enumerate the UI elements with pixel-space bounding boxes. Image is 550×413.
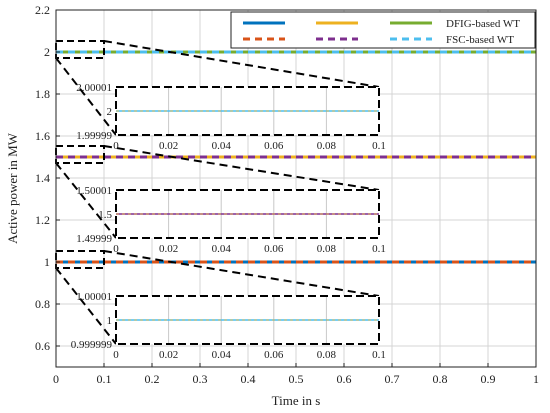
y-tick-label: 1.4 [35,171,50,185]
x-axis-title: Time in s [272,393,321,408]
x-tick-label: 0.7 [385,372,400,386]
zoom-box [55,145,105,164]
x-tick-label: 0.6 [337,372,352,386]
inset-x-tick-label: 0.1 [372,140,386,152]
zoom-connector [55,162,117,239]
inset-x-tick-label: 0.06 [264,140,284,152]
x-tick-label: 0.5 [289,372,304,386]
y-tick-label: 1.6 [35,129,50,143]
inset-y-tick-label: 1.99999 [76,130,112,142]
x-tick-label: 1 [533,372,539,386]
series-group [56,50,536,264]
inset-x-tick-label: 0.02 [159,243,178,255]
inset-x-tick-label: 0.06 [264,243,284,255]
inset-y-tick-label: 1.49999 [76,233,112,245]
inset-x-tick-label: 0 [113,243,119,255]
y-tick-label: 2 [44,45,50,59]
y-tick-label: 1 [44,255,50,269]
inset-x-tick-label: 0.02 [159,349,178,361]
zoom-connector [103,250,380,297]
y-tick-label: 0.8 [35,297,50,311]
x-tick-label: 0.1 [97,372,112,386]
y-axis-title: Active power in MW [5,132,20,244]
inset-x-tick-label: 0.08 [317,140,337,152]
x-tick-label: 0 [53,372,59,386]
inset-x-tick-label: 0.06 [264,349,284,361]
zoom-connector [55,267,117,345]
x-tick-label: 0.3 [193,372,208,386]
inset-axes: 0 0.02 0.04 0.06 0.08 0.1 1.00001 1 0.999999 [71,291,386,361]
legend: DFIG-based WT FSC-based WT [230,11,536,49]
legend-label: DFIG-based WT [446,18,520,30]
zoom-connector [103,40,380,88]
inset-y-tick-label: 2 [107,106,113,118]
inset-x-tick-label: 0.08 [317,349,337,361]
inset-x-tick-label: 0 [113,140,119,152]
zoom-connector [103,145,380,191]
x-tick-label: 0.9 [481,372,496,386]
inset-x-tick-label: 0.04 [212,243,232,255]
inset-axes: 0 0.02 0.04 0.06 0.08 0.1 2.00001 2 1.99999 [76,82,386,152]
zoom-connector [55,57,117,136]
inset-y-tick-label: 1 [107,315,113,327]
x-tick-label: 0.8 [433,372,448,386]
inset-y-tick-label: 1.00001 [76,291,112,303]
x-tick-label: 0.4 [241,372,256,386]
inset-x-tick-label: 0.02 [159,140,178,152]
inset-x-tick-label: 0.1 [372,349,386,361]
inset-x-tick-label: 0 [113,349,119,361]
x-tick-label: 0.2 [145,372,160,386]
inset-x-tick-label: 0.08 [317,243,337,255]
zoom-box [55,40,105,59]
inset-x-tick-label: 0.04 [212,140,232,152]
inset-x-tick-label: 0.1 [372,243,386,255]
y-tick-label: 0.6 [35,339,50,353]
y-tick-label: 1.2 [35,213,50,227]
y-tick-label: 2.2 [35,3,50,17]
legend-box [230,11,536,49]
inset-y-tick-label: 1.5 [98,209,112,221]
y-tick-label: 1.8 [35,87,50,101]
inset-y-tick-label: 1.50001 [76,185,112,197]
inset-axes: 0 0.02 0.04 0.06 0.08 0.1 1.50001 1.5 1.49999 [76,185,386,255]
inset-y-tick-label: 0.999999 [71,339,113,351]
inset-y-tick-label: 2.00001 [76,82,112,94]
ticks: 0 0.1 0.2 0.3 0.4 0.5 0.6 0.7 0.8 0.9 10.60.811.21… [35,3,539,386]
zoom-box [55,250,105,269]
inset-x-tick-label: 0.04 [212,349,232,361]
legend-label: FSC-based WT [446,34,514,46]
